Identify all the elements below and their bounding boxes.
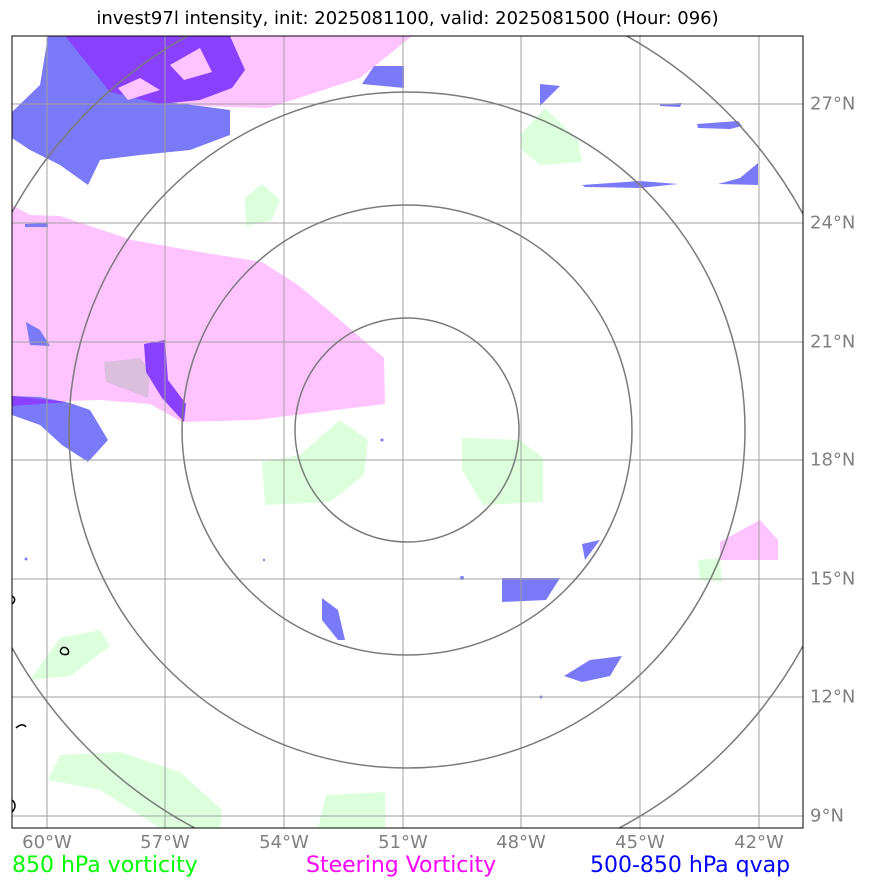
lat-label: 18°N xyxy=(810,449,856,471)
overlap-area xyxy=(104,358,150,398)
qvap-area xyxy=(582,540,600,560)
vorticity-area xyxy=(262,420,368,505)
qvap-area xyxy=(12,396,108,462)
qvap-area xyxy=(564,656,622,682)
vorticity-areas xyxy=(30,108,722,828)
qvap-area xyxy=(25,223,48,227)
lon-label: 45°W xyxy=(615,832,665,853)
range-ring xyxy=(68,91,746,769)
lat-label: 9°N xyxy=(810,805,844,827)
chart-title: invest97l intensity, init: 2025081100, v… xyxy=(96,8,719,29)
lat-label: 27°N xyxy=(810,93,856,115)
qvap-area xyxy=(540,84,560,106)
lon-label: 51°W xyxy=(378,832,428,853)
lat-label: 12°N xyxy=(810,686,856,708)
lon-label: 42°W xyxy=(734,832,784,853)
qvap-area xyxy=(718,163,758,185)
range-ring xyxy=(181,204,633,656)
lat-label: 24°N xyxy=(810,212,856,234)
steering-area xyxy=(720,520,778,560)
lon-label: 48°W xyxy=(496,832,546,853)
range-ring xyxy=(294,317,520,543)
qvap-area xyxy=(12,36,230,185)
steering-area xyxy=(12,205,385,422)
lon-label: 60°W xyxy=(22,832,72,853)
lon-label: 57°W xyxy=(140,832,190,853)
legend-qvap: 500-850 hPa qvap xyxy=(590,853,791,878)
qvap-area xyxy=(697,121,742,129)
lon-label: 54°W xyxy=(259,832,309,853)
legend-steering-vorticity: Steering Vorticity xyxy=(306,853,497,878)
qvap-area xyxy=(322,598,345,640)
lat-label: 15°N xyxy=(810,568,856,590)
qvap-area xyxy=(362,66,404,88)
contour-lines xyxy=(12,595,70,813)
vorticity-area xyxy=(462,438,543,505)
qvap-area xyxy=(502,578,560,602)
range-rings xyxy=(12,36,803,828)
qvap-area xyxy=(582,181,678,188)
grid-lines xyxy=(12,36,803,828)
vorticity-area xyxy=(520,108,582,165)
legend-vorticity: 850 hPa vorticity xyxy=(12,853,198,878)
lat-label: 21°N xyxy=(810,331,856,353)
vorticity-area xyxy=(245,184,280,226)
qvap-area xyxy=(26,322,50,346)
vorticity-area xyxy=(30,630,110,680)
plot-frame xyxy=(11,35,804,829)
vorticity-area xyxy=(318,792,385,828)
vorticity-area xyxy=(698,558,722,582)
steering-hole xyxy=(118,48,212,100)
qvap-areas xyxy=(12,36,758,682)
